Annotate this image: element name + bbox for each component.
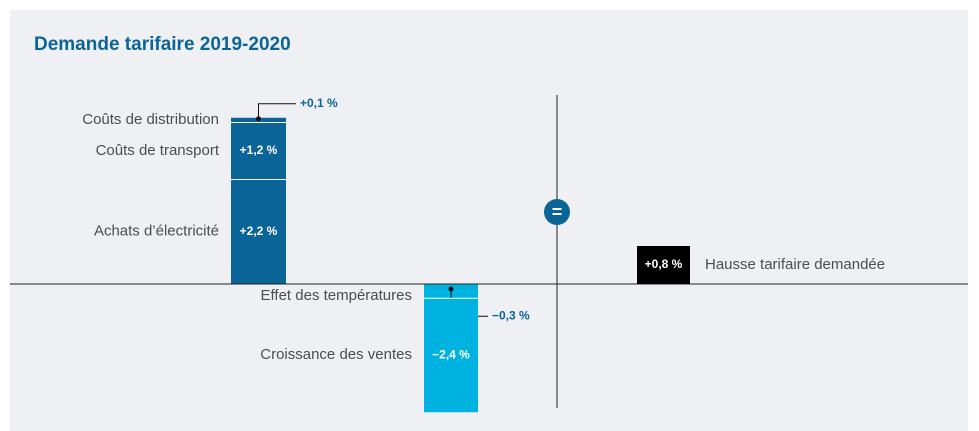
value-label: +0,1 % [300, 96, 338, 110]
value-label: +1,2 % [240, 143, 278, 157]
value-label: −2,4 % [432, 347, 470, 361]
total-value-label: +0,8 % [645, 257, 683, 271]
value-label: +2,2 % [240, 224, 278, 238]
bar-segment [424, 298, 478, 413]
category-label: Achats d’électricité [94, 223, 219, 240]
total-label: Hausse tarifaire demandée [705, 256, 885, 273]
bar-segment [231, 122, 286, 180]
value-label: −0,3 % [492, 308, 530, 322]
category-label: Coûts de distribution [82, 111, 219, 128]
panel [10, 10, 968, 431]
callout-line [258, 103, 296, 119]
category-label: Coûts de transport [96, 142, 220, 159]
total-bar [637, 246, 690, 284]
category-label: Croissance des ventes [260, 346, 412, 363]
equals-sign: = [552, 202, 563, 222]
equals-badge [544, 199, 570, 225]
chart-title: Demande tarifaire 2019-2020 [34, 34, 291, 55]
category-label: Effet des températures [261, 287, 412, 304]
bar-segment [231, 179, 286, 284]
